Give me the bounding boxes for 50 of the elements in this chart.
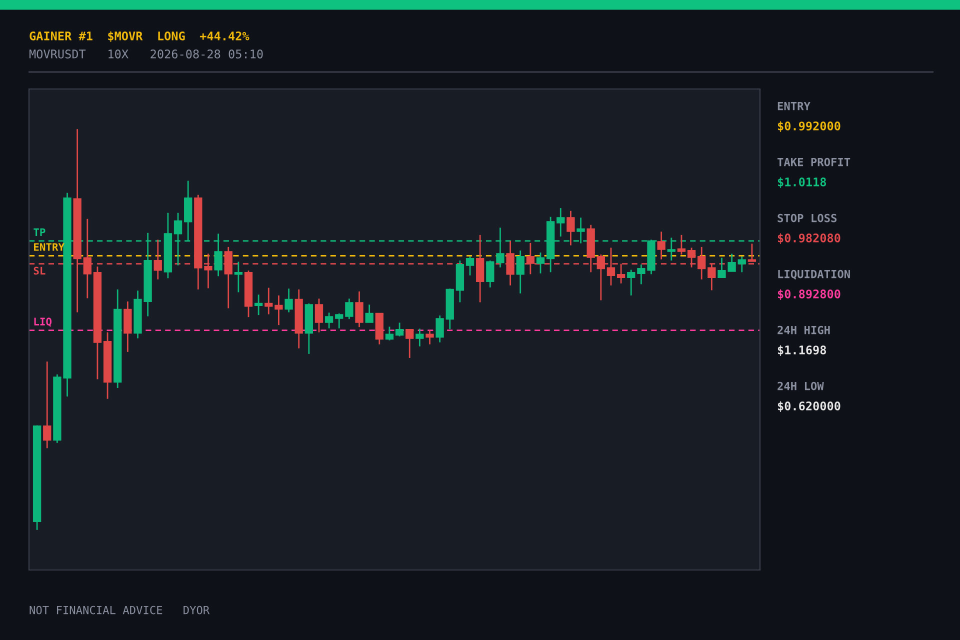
- text: STOP LOSS: [778, 214, 837, 222]
- candlestick: [406, 328, 414, 359]
- candlestick: [43, 360, 52, 449]
- text: TAKE PROFIT: [777, 158, 850, 166]
- candlestick: [627, 269, 636, 296]
- candlestick: [274, 294, 283, 326]
- text: 24H LOW: [778, 382, 824, 390]
- candlestick: [385, 326, 394, 342]
- candlestick: [395, 322, 404, 338]
- candlestick: [426, 330, 434, 346]
- ref-line-label: LIQ: [34, 318, 52, 327]
- candlestick: [365, 304, 374, 323]
- text: NOT FINANCIAL ADVICE DYOR: [30, 606, 210, 614]
- candlestick: [154, 239, 162, 280]
- text: $0.620000: [778, 401, 840, 412]
- candlestick: [466, 256, 474, 276]
- text: $0.992000: [778, 121, 840, 132]
- candlestick: [516, 250, 524, 294]
- candlestick: [314, 298, 324, 333]
- text: $1.1698: [778, 345, 826, 356]
- candlestick: [436, 314, 444, 344]
- candlestick: [345, 298, 354, 320]
- candlestick: [324, 312, 334, 329]
- candlestick: [698, 246, 706, 280]
- chart-subtitle: MOVRUSDT 10X 2026-08-28 05:10: [29, 50, 263, 58]
- candlestick: [566, 210, 575, 246]
- candlestick: [657, 231, 666, 260]
- candlestick: [556, 207, 565, 238]
- text: $0.892800: [778, 289, 840, 300]
- ref-line-label: SL: [34, 266, 46, 275]
- candlestick: [677, 234, 686, 256]
- text: $0.982080: [778, 233, 840, 244]
- candlestick: [486, 260, 494, 288]
- text: ENTRY: [778, 102, 810, 110]
- chart-title: GAINER #1 $MOVR LONG +44.42%: [30, 31, 250, 42]
- ref-line-label: TP: [34, 228, 46, 236]
- text: LIQUIDATION: [778, 270, 850, 280]
- candlestick: [416, 328, 424, 348]
- text: $1.0118: [778, 177, 826, 188]
- candlestick: [335, 312, 344, 329]
- candlestick: [355, 290, 364, 328]
- candlestick: [254, 294, 263, 316]
- candlestick: [536, 252, 545, 274]
- candlestick: [264, 287, 273, 315]
- candlestick: [284, 288, 293, 313]
- text: 24H HIGH: [778, 326, 830, 334]
- candlestick: [124, 300, 132, 353]
- candlestick: [234, 261, 243, 293]
- candlestick: [738, 256, 746, 273]
- candlestick: [476, 234, 484, 303]
